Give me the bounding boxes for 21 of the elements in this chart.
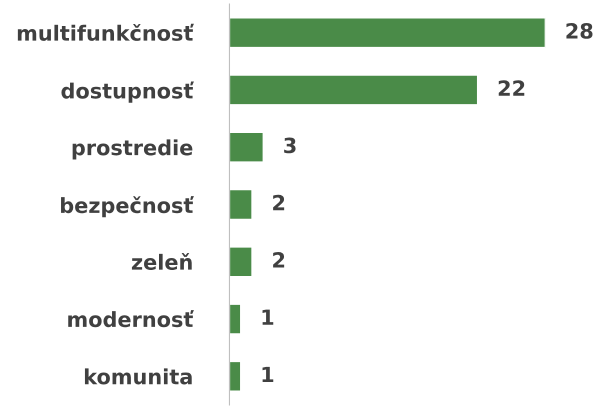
y-tick-label: modernosť	[68, 310, 194, 328]
data-label: 2	[273, 252, 284, 268]
y-tick-label: dostupnosť	[61, 82, 194, 103]
y-tick-label: komunita	[84, 368, 192, 384]
data-label: 22	[498, 80, 524, 96]
data-label: 1	[262, 366, 274, 382]
y-tick-label: multifunkčnosť	[18, 24, 194, 41]
y-tick-label: zeleň	[132, 253, 192, 270]
data-label: 1	[262, 310, 274, 325]
bar	[229, 360, 242, 392]
bar	[229, 303, 242, 335]
bar	[229, 132, 264, 163]
bar	[229, 17, 546, 48]
bar	[229, 246, 253, 278]
data-label: 28	[566, 23, 592, 39]
y-tick-label: prostredie	[72, 139, 192, 160]
y-tick-label: bezpečnosť	[61, 196, 194, 218]
bar	[229, 188, 253, 220]
data-label: 3	[284, 138, 296, 154]
data-label: 2	[273, 194, 284, 210]
bar	[229, 74, 478, 106]
